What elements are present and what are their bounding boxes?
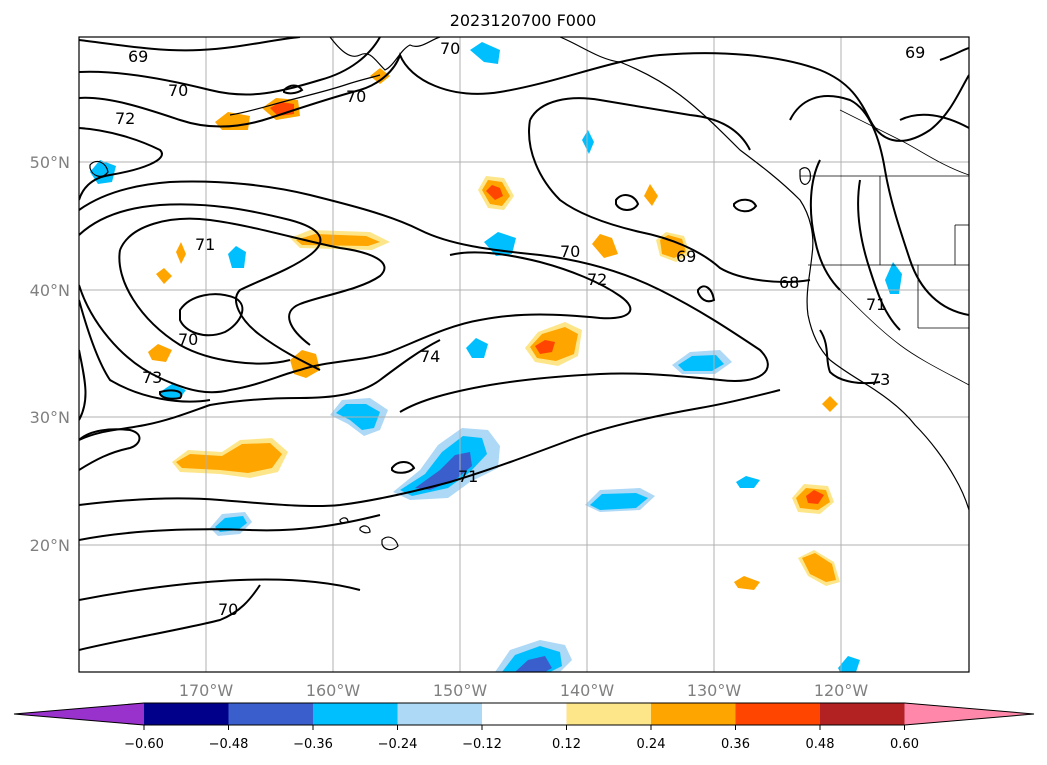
colorbar-segment bbox=[820, 703, 905, 725]
anomaly-negative bbox=[400, 436, 487, 496]
contour-label: 70 bbox=[560, 242, 580, 261]
colorbar: −0.60 −0.48 −0.36 −0.24 −0.12 0.12 0.24 … bbox=[13, 702, 1035, 752]
contour-label: 70 bbox=[346, 87, 366, 106]
coastlines bbox=[89, 37, 969, 551]
anomaly-negative bbox=[470, 42, 500, 64]
anomaly-positive bbox=[806, 490, 824, 504]
anomaly-positive bbox=[486, 185, 503, 200]
anomaly-negative bbox=[678, 355, 724, 371]
colorbar-segment bbox=[566, 703, 651, 725]
lat-label: 30°N bbox=[30, 408, 70, 427]
contour-label: 74 bbox=[420, 347, 440, 366]
colorbar-segment bbox=[735, 703, 820, 725]
colorbar-tick-label: −0.36 bbox=[293, 737, 333, 752]
shaded-anomalies bbox=[90, 42, 902, 672]
longitude-labels: 170°W 160°W 150°W 140°W 130°W 120°W bbox=[179, 681, 869, 700]
anomaly-negative bbox=[415, 452, 472, 490]
anomaly-negative bbox=[228, 246, 246, 268]
contour-label: 70 bbox=[168, 81, 188, 100]
map-title: 2023120700 F000 bbox=[450, 11, 597, 30]
political-borders bbox=[800, 109, 969, 386]
anomaly-positive bbox=[734, 576, 760, 590]
lon-label: 150°W bbox=[433, 681, 488, 700]
anomaly-positive bbox=[290, 350, 320, 378]
anomaly-negative bbox=[215, 516, 247, 532]
colorbar-tick-label: −0.48 bbox=[209, 737, 249, 752]
lat-label: 20°N bbox=[30, 536, 70, 555]
contour-label: 73 bbox=[142, 368, 162, 387]
colorbar-tick-label: 0.12 bbox=[552, 737, 581, 752]
contour-label: 71 bbox=[866, 295, 886, 314]
contour-labels: 69 70 72 71 70 73 74 71 70 70 69 72 69 6… bbox=[115, 39, 925, 619]
colorbar-tick-label: −0.12 bbox=[462, 737, 502, 752]
contour-label: 70 bbox=[440, 39, 460, 58]
lon-label: 160°W bbox=[306, 681, 361, 700]
anomaly-positive bbox=[176, 443, 282, 473]
contour-label: 70 bbox=[218, 600, 238, 619]
anomaly-positive bbox=[156, 268, 172, 284]
anomaly-positive bbox=[176, 242, 186, 264]
contour-label: 71 bbox=[458, 467, 478, 486]
colorbar-tick-label: 0.60 bbox=[890, 737, 919, 752]
anomaly-positive bbox=[802, 553, 836, 582]
anomaly-negative bbox=[736, 476, 760, 488]
anomaly-negative bbox=[466, 338, 488, 358]
lat-label: 40°N bbox=[30, 281, 70, 300]
colorbar-extend-min bbox=[14, 703, 144, 725]
contour-label: 71 bbox=[195, 235, 215, 254]
contour-label: 72 bbox=[115, 109, 135, 128]
latitude-labels: 50°N 40°N 30°N 20°N bbox=[30, 153, 70, 555]
contour-label: 69 bbox=[905, 43, 925, 62]
graticule bbox=[79, 37, 969, 672]
anomaly-negative bbox=[838, 656, 860, 672]
colorbar-tick-label: 0.36 bbox=[721, 737, 750, 752]
colorbar-tick-label: −0.60 bbox=[124, 737, 164, 752]
contour-label: 69 bbox=[676, 247, 696, 266]
map-panel: 69 70 72 71 70 73 74 71 70 70 69 72 69 6… bbox=[78, 36, 970, 673]
colorbar-segment bbox=[397, 703, 482, 725]
colorbar-segment bbox=[482, 703, 567, 725]
anomaly-negative bbox=[885, 262, 902, 294]
contour-label: 72 bbox=[587, 270, 607, 289]
lon-label: 170°W bbox=[179, 681, 234, 700]
anomaly-negative bbox=[582, 130, 594, 154]
anomaly-positive bbox=[660, 235, 686, 258]
height-contours bbox=[79, 37, 969, 651]
colorbar-tick-label: 0.24 bbox=[637, 737, 666, 752]
contour-label: 73 bbox=[870, 370, 890, 389]
lon-label: 140°W bbox=[560, 681, 615, 700]
contour-label: 70 bbox=[178, 330, 198, 349]
colorbar-segment bbox=[313, 703, 398, 725]
colorbar-tick-label: 0.48 bbox=[806, 737, 835, 752]
colorbar-tick-label: −0.24 bbox=[378, 737, 418, 752]
contour-label: 69 bbox=[128, 47, 148, 66]
colorbar-segment bbox=[228, 703, 313, 725]
lon-label: 130°W bbox=[687, 681, 742, 700]
colorbar-segment bbox=[651, 703, 736, 725]
anomaly-negative bbox=[590, 493, 648, 510]
contour-label: 68 bbox=[779, 273, 799, 292]
lon-label: 120°W bbox=[814, 681, 869, 700]
lat-label: 50°N bbox=[30, 153, 70, 172]
map-frame bbox=[78, 36, 970, 673]
anomaly-negative bbox=[515, 656, 552, 672]
anomaly-positive bbox=[535, 340, 555, 354]
anomaly-positive bbox=[822, 396, 838, 412]
anomaly-positive bbox=[148, 344, 172, 362]
anomaly-positive bbox=[644, 184, 658, 206]
colorbar-ticks bbox=[143, 725, 905, 730]
colorbar-segment bbox=[144, 703, 229, 725]
colorbar-extend-max bbox=[904, 703, 1034, 725]
anomaly-positive bbox=[370, 68, 390, 84]
anomaly-positive bbox=[592, 234, 618, 258]
